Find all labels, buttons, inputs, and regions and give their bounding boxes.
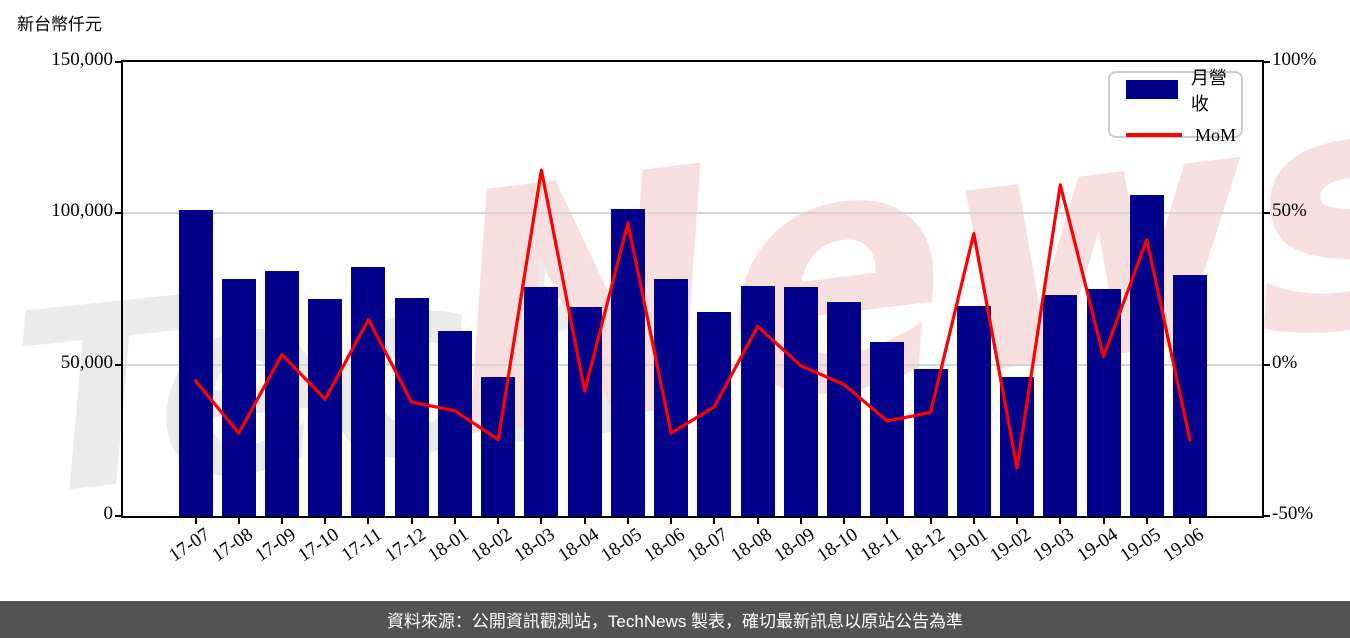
left-axis-tick bbox=[115, 212, 123, 215]
legend-row-revenue: 月營收 bbox=[1126, 64, 1241, 116]
left-axis-label: 100,000 bbox=[51, 200, 113, 222]
x-axis-tick bbox=[626, 516, 629, 524]
bar-19-05 bbox=[1129, 195, 1164, 516]
right-axis-label: 50% bbox=[1272, 200, 1307, 222]
bar-17-10 bbox=[308, 299, 343, 516]
plot-area bbox=[121, 60, 1264, 518]
bar-18-03 bbox=[524, 287, 559, 516]
right-axis-label: 100% bbox=[1272, 49, 1317, 70]
x-axis-tick bbox=[843, 516, 846, 524]
source-caption-bar: 資料來源：公開資訊觀測站，TechNews 製表，確切最新訊息以原站公告為準 bbox=[0, 601, 1350, 638]
x-axis-tick bbox=[324, 516, 327, 524]
mom-line bbox=[193, 168, 1192, 470]
x-axis-tick bbox=[1189, 516, 1191, 524]
y-axis-unit-title: 新台幣仟元 bbox=[17, 15, 102, 34]
x-axis-tick bbox=[453, 516, 456, 524]
x-axis-tick bbox=[972, 516, 975, 524]
x-axis-tick bbox=[1145, 516, 1148, 524]
x-axis-tick bbox=[540, 516, 543, 524]
right-axis-tick bbox=[1262, 515, 1270, 517]
gridline bbox=[123, 212, 1262, 215]
left-axis-tick bbox=[115, 363, 123, 366]
revenue-bars bbox=[123, 62, 1262, 516]
right-axis-tick bbox=[1262, 363, 1270, 366]
plot-spine-top bbox=[123, 60, 1262, 62]
right-axis-tick bbox=[1262, 212, 1270, 215]
right-axis-tick bbox=[1262, 61, 1270, 63]
bar-18-12 bbox=[913, 369, 948, 516]
left-axis-label: 0 bbox=[103, 503, 114, 524]
bar-18-11 bbox=[870, 341, 905, 516]
bar-19-01 bbox=[956, 305, 991, 516]
mom-line-layer bbox=[193, 168, 1192, 470]
bar-18-08 bbox=[740, 286, 775, 516]
bar-18-05 bbox=[610, 209, 645, 516]
legend-bar-label: 月營收 bbox=[1190, 67, 1227, 114]
gridline bbox=[123, 363, 1262, 366]
left-axis-label: 150,000 bbox=[51, 49, 113, 70]
bar-19-06 bbox=[1173, 275, 1207, 516]
left-axis-label: 50,000 bbox=[60, 351, 113, 373]
plot-spine-left bbox=[121, 60, 123, 518]
x-axis-tick bbox=[194, 516, 197, 524]
bar-17-09 bbox=[264, 271, 299, 516]
legend-row-mom: MoM bbox=[1126, 125, 1241, 146]
bar-19-03 bbox=[1043, 295, 1078, 516]
bar-18-09 bbox=[783, 286, 818, 516]
bar-17-07 bbox=[178, 210, 213, 516]
legend-line-swatch-icon bbox=[1126, 133, 1182, 137]
x-axis-tick bbox=[670, 516, 673, 524]
bar-17-12 bbox=[394, 297, 429, 516]
legend-bar-swatch-icon bbox=[1126, 80, 1178, 99]
bar-17-11 bbox=[351, 266, 386, 516]
x-axis-tick bbox=[280, 516, 283, 524]
bar-18-01 bbox=[437, 330, 472, 516]
bar-18-10 bbox=[827, 301, 862, 516]
x-axis-tick bbox=[237, 516, 240, 524]
x-axis-tick bbox=[367, 516, 370, 524]
legend: 月營收 MoM bbox=[1108, 68, 1243, 145]
x-axis-tick bbox=[1016, 516, 1019, 524]
bar-18-02 bbox=[481, 376, 516, 516]
x-axis-tick bbox=[1102, 516, 1105, 524]
plot-spine-bottom bbox=[123, 516, 1262, 518]
x-axis-tick bbox=[713, 516, 716, 524]
x-axis-tick bbox=[1059, 516, 1062, 524]
right-axis-label: -50% bbox=[1272, 503, 1314, 524]
source-caption-text: 資料來源：公開資訊觀測站，TechNews 製表，確切最新訊息以原站公告為準 bbox=[386, 612, 964, 631]
plot-spine-right bbox=[1262, 60, 1264, 518]
x-axis-tick bbox=[929, 516, 932, 524]
x-axis-tick bbox=[886, 516, 889, 524]
x-axis-tick bbox=[799, 516, 802, 524]
right-axis-label: 0% bbox=[1272, 351, 1298, 373]
bar-17-08 bbox=[221, 279, 256, 516]
x-axis-tick bbox=[410, 516, 413, 524]
left-axis-tick bbox=[115, 61, 123, 63]
legend-line-label: MoM bbox=[1195, 124, 1237, 145]
bar-18-06 bbox=[654, 278, 689, 516]
x-axis-tick bbox=[583, 516, 586, 524]
left-axis-tick bbox=[115, 515, 123, 517]
x-axis-tick bbox=[756, 516, 759, 524]
x-axis-tick bbox=[497, 516, 500, 524]
